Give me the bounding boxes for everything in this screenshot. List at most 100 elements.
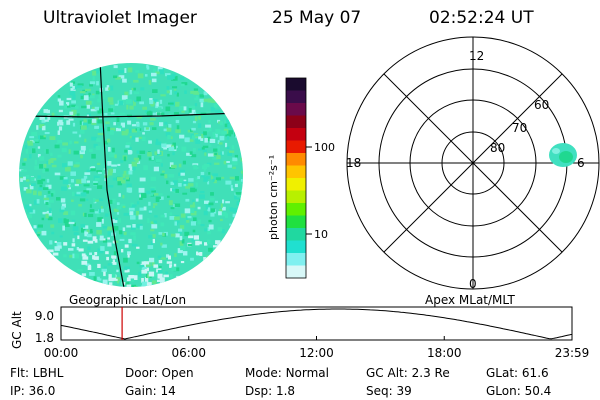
disk-pixel (164, 213, 167, 218)
colorbar-tick-label-100: 100 (314, 141, 335, 154)
disk-pixel (129, 105, 134, 110)
disk-pixel (124, 149, 128, 153)
disk-pixel (61, 203, 66, 208)
status-glat: GLat: 61.6 (486, 366, 549, 380)
disk-pixel (64, 104, 67, 109)
disk-pixel (43, 168, 49, 172)
disk-pixel (160, 173, 165, 176)
disk-pixel (168, 113, 174, 117)
colorbar-swatch (286, 103, 306, 116)
disk-pixel (86, 169, 91, 172)
disk-pixel (59, 100, 64, 106)
disk-pixel (77, 269, 83, 272)
disk-pixel (47, 115, 51, 120)
disk-pixel (178, 228, 183, 232)
disk-pixel (155, 198, 160, 202)
disk-pixel (221, 229, 225, 234)
disk-pixel (163, 145, 167, 150)
disk-pixel (127, 92, 132, 95)
disk-pixel (219, 121, 223, 126)
disk-pixel (148, 201, 151, 206)
disk-pixel (133, 100, 136, 106)
disk-pixel (117, 218, 121, 223)
disk-pixel (120, 204, 126, 207)
disk-pixel (125, 176, 129, 180)
disk-pixel (58, 109, 63, 113)
disk-pixel (212, 173, 218, 177)
disk-pixel (192, 199, 195, 204)
disk-pixel (102, 279, 108, 285)
disk-pixel (217, 140, 220, 144)
disk-pixel (74, 253, 79, 259)
disk-pixel (155, 158, 162, 162)
disk-pixel (231, 145, 235, 150)
gc-xtick-label: 06:00 (171, 346, 206, 360)
disk-pixel (152, 205, 155, 209)
disk-pixel (76, 247, 79, 251)
disk-pixel (25, 179, 30, 182)
disk-pixel (97, 263, 101, 268)
disk-pixel (80, 93, 84, 96)
disk-pixel (180, 261, 185, 264)
disk-pixel (182, 181, 188, 186)
disk-pixel (105, 121, 110, 125)
disk-pixel (27, 140, 33, 144)
disk-pixel (39, 164, 43, 169)
colorbar-swatch (286, 165, 306, 179)
disk-pixel (50, 193, 54, 197)
disk-pixel (188, 208, 195, 213)
disk-pixel (225, 131, 232, 137)
disk-pixel (141, 136, 146, 141)
disk-pixel (206, 176, 210, 180)
disk-pixel (58, 126, 63, 131)
disk-pixel (148, 140, 152, 144)
disk-pixel (166, 180, 169, 185)
disk-pixel (118, 193, 121, 197)
disk-pixel (155, 141, 162, 146)
disk-pixel (139, 150, 146, 154)
disk-pixel (161, 244, 167, 248)
disk-pixel (113, 208, 119, 212)
disk-pixel (64, 223, 70, 227)
disk-pixel (174, 203, 181, 207)
disk-pixel (200, 102, 204, 108)
disk-pixel (128, 164, 133, 168)
disk-pixel (82, 225, 89, 229)
mlt-label-0: 0 (469, 277, 477, 291)
disk-pixel (45, 184, 49, 189)
disk-pixel (42, 187, 49, 190)
disk-pixel (70, 171, 76, 176)
disk-pixel (226, 161, 230, 163)
disk-pixel (148, 80, 152, 85)
disk-pixel (75, 162, 80, 165)
disk-pixel (143, 261, 150, 265)
disk-pixel (200, 224, 205, 227)
disk-pixel (188, 108, 192, 113)
disk-pixel (242, 181, 243, 184)
disk-pixel (117, 281, 120, 284)
disk-pixel (48, 159, 54, 163)
disk-pixel (146, 111, 153, 116)
disk-pixel (175, 233, 180, 238)
disk-pixel (197, 206, 201, 210)
disk-pixel (216, 155, 221, 160)
disk-pixel (74, 141, 79, 144)
polar-panel-caption: Apex MLat/MLT (425, 293, 515, 307)
disk-pixel (33, 200, 39, 205)
disk-pixel (139, 194, 143, 200)
disk-pixel (222, 199, 225, 204)
disk-pixel (121, 281, 124, 286)
disk-pixel (151, 78, 157, 83)
disk-pixel (214, 152, 218, 156)
disk-pixel (150, 117, 156, 121)
disk-pixel (156, 101, 159, 107)
disk-pixel (158, 232, 163, 235)
disk-pixel (126, 170, 130, 175)
disk-pixel (23, 187, 28, 191)
disk-pixel (48, 160, 51, 165)
disk-pixel (93, 143, 98, 148)
disk-pixel (59, 235, 63, 238)
disk-pixel (103, 271, 106, 277)
disk-pixel (192, 163, 199, 166)
disk-pixel (141, 278, 144, 283)
